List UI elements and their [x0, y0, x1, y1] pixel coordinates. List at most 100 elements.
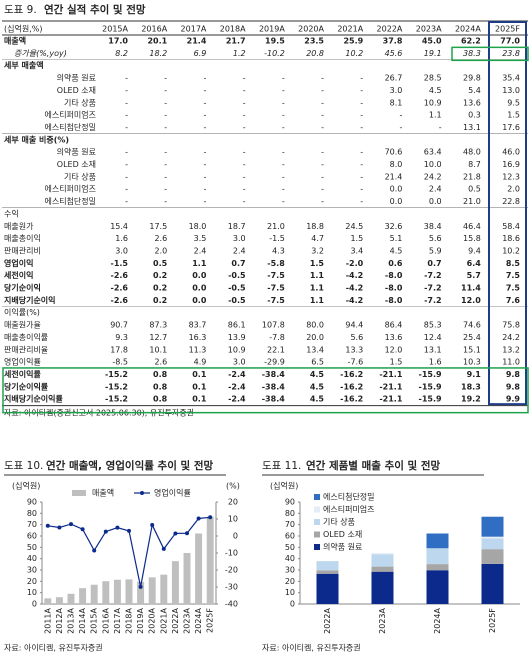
cell: - — [125, 172, 128, 181]
cell: - — [282, 86, 285, 95]
cell: 11.4 — [461, 284, 481, 293]
row-label: OLED 소재 — [57, 160, 96, 169]
cell: - — [282, 172, 285, 181]
cell: - — [400, 123, 403, 132]
cell: 0.2 — [153, 296, 167, 305]
y-tick-label: 20 — [27, 577, 37, 586]
bar-segment — [371, 554, 394, 567]
row-label: 매출총이익 — [4, 233, 41, 243]
y-axis-label: (십억원) — [270, 481, 298, 491]
row-label: 당기순이익률 — [4, 381, 49, 391]
cell: - — [243, 197, 246, 206]
cell: 0.8 — [153, 382, 168, 391]
cell: 18.0 — [189, 222, 207, 231]
cell: - — [321, 185, 324, 194]
point — [196, 516, 201, 521]
y-tick-label: 50 — [27, 543, 37, 552]
point — [69, 522, 73, 527]
row-label: 증가율(%,yoy) — [14, 49, 67, 58]
cell: - — [125, 197, 128, 206]
row-label: 에스티퍼미엄즈 — [44, 184, 96, 194]
y2-tick-label: 10 — [228, 515, 238, 524]
cell: 13.2 — [502, 345, 520, 354]
row-label: 기타 상품 — [64, 171, 96, 181]
cell: 87.3 — [149, 321, 167, 330]
cell: 85.3 — [424, 321, 442, 330]
cell: 1.1 — [310, 271, 325, 280]
cell: 13.1 — [463, 123, 481, 132]
y2-tick-label: -30 — [225, 583, 238, 592]
cell: 2.6 — [154, 358, 167, 367]
row-label: 영업이익 — [4, 258, 33, 268]
cell: -15.9 — [419, 382, 442, 391]
cell: 90.7 — [110, 321, 128, 330]
cell: 0.0 — [390, 185, 403, 194]
cell: 107.8 — [262, 321, 285, 330]
cell: - — [282, 160, 285, 169]
cell: 45.0 — [422, 37, 442, 46]
cell: - — [164, 160, 167, 169]
bar-segment — [316, 573, 339, 604]
cell: 8.7 — [468, 160, 481, 169]
cell: 10.1 — [149, 345, 167, 354]
x-tick-label: 2019A — [136, 607, 145, 633]
cell: - — [243, 98, 246, 107]
x-tick-label: 2022A — [323, 607, 332, 633]
cell: 7.6 — [506, 296, 521, 305]
figure-label: 도표 9. — [4, 4, 37, 16]
cell: - — [164, 98, 167, 107]
cell: - — [204, 111, 207, 120]
cell: - — [321, 74, 324, 83]
row-label: 지배당기순이익률 — [4, 394, 64, 404]
cell: -15.2 — [105, 395, 128, 404]
row-label: 매출원가 — [4, 221, 34, 231]
y-tick-label: 10 — [285, 588, 295, 597]
x-tick-label: 2025F — [206, 608, 215, 633]
cell: 5.7 — [467, 271, 481, 280]
bar-segment — [481, 536, 504, 539]
cell: 1.1 — [310, 296, 325, 305]
cell: -7.2 — [424, 284, 442, 293]
cell: - — [439, 123, 442, 132]
cell: 5.9 — [429, 246, 442, 255]
cell: 4.5 — [310, 370, 325, 379]
cell: 38.4 — [424, 222, 442, 231]
cell: 13.6 — [463, 98, 481, 107]
chart-title: 연간 매출액, 영업이익률 추이 및 전망 — [46, 459, 214, 472]
cell: -5.8 — [267, 259, 285, 268]
y-tick-label: 30 — [285, 566, 295, 575]
cell: 63.4 — [424, 148, 442, 157]
point — [57, 525, 62, 530]
x-tick-label: 2024A — [433, 607, 442, 633]
cell: -15.2 — [105, 382, 128, 391]
cell: - — [243, 185, 246, 194]
x-tick-label: 2025F — [488, 608, 497, 633]
row-label: 의약품 원료 — [57, 147, 96, 157]
legend-swatch — [314, 519, 320, 525]
cell: -21.1 — [379, 395, 402, 404]
header-cell: 2024A — [455, 25, 481, 34]
cell: - — [282, 111, 285, 120]
cell: 0.1 — [192, 370, 207, 379]
point — [45, 523, 50, 528]
cell: -8.0 — [385, 271, 403, 280]
bar — [195, 533, 203, 604]
y2-tick-label: -40 — [225, 600, 238, 609]
cell: 12.4 — [424, 333, 442, 342]
bar-segment — [316, 561, 339, 571]
cell: 9.4 — [468, 246, 481, 255]
cell: 20.0 — [306, 333, 324, 342]
y-tick-label: 90 — [285, 498, 295, 507]
cell: 0.8 — [153, 370, 168, 379]
cell: 46.0 — [502, 148, 520, 157]
cell: 25.4 — [463, 333, 481, 342]
cell: -21.1 — [379, 370, 402, 379]
cell: - — [204, 123, 207, 132]
bar — [171, 561, 179, 604]
y-tick-label: 10 — [27, 588, 37, 597]
cell: -4.2 — [346, 284, 364, 293]
bar — [113, 579, 121, 604]
cell: 86.4 — [385, 321, 403, 330]
cell: 9.1 — [467, 370, 482, 379]
cell: - — [243, 74, 246, 83]
